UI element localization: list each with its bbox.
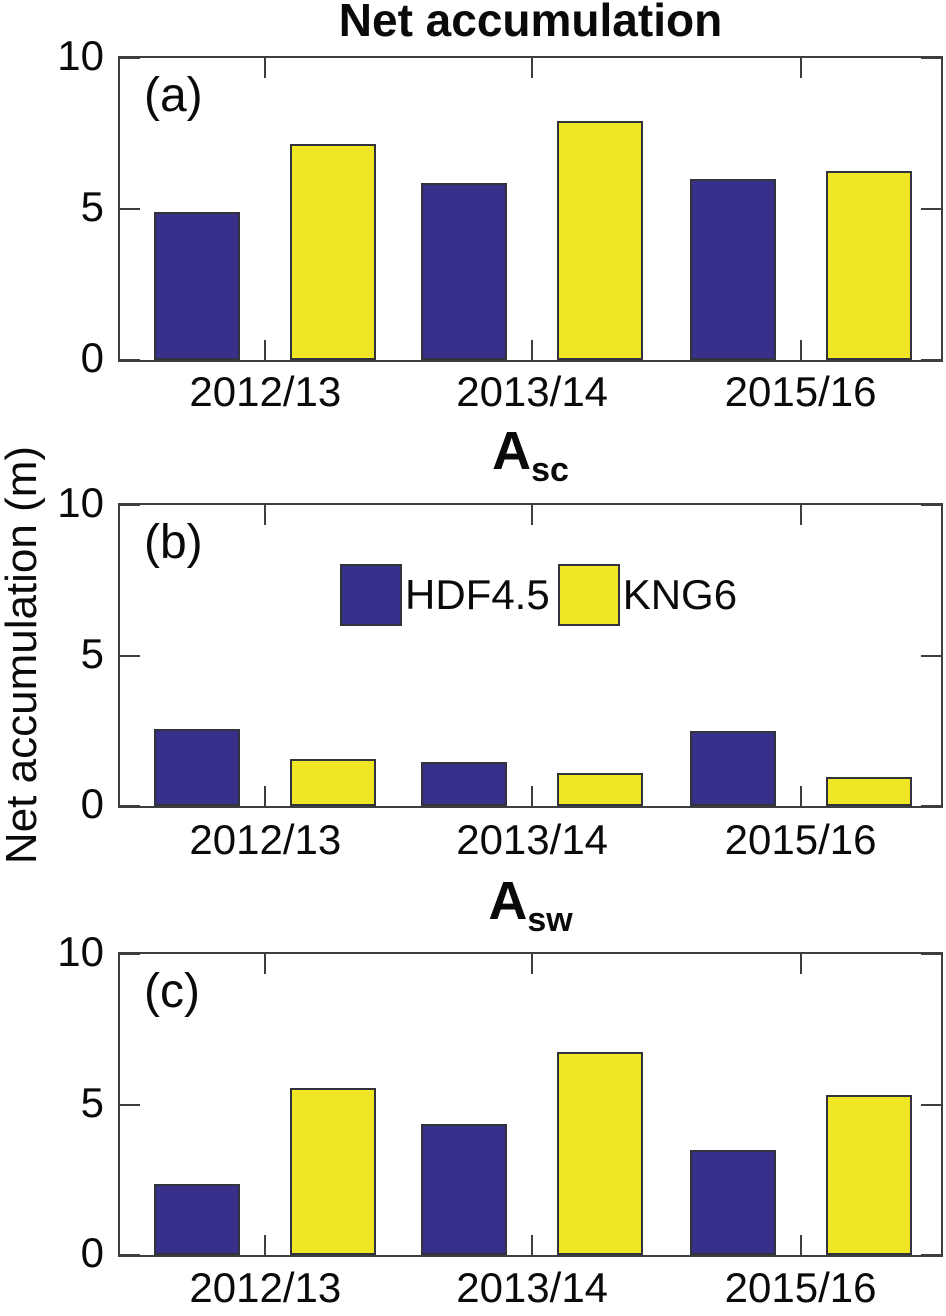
bar-kng6-group2 — [557, 773, 643, 806]
panel-b-title-subscript: sc — [531, 451, 569, 489]
bar-hdf45-group3 — [690, 1150, 776, 1255]
axis-tick-y — [921, 953, 941, 955]
x-tick-label: 2012/13 — [189, 368, 342, 415]
axis-tick-x — [264, 954, 267, 974]
bar-kng6-group3 — [826, 777, 912, 806]
axis-tick-y — [120, 655, 140, 657]
axis-tick-y — [921, 504, 941, 506]
x-tick-label: 2015/16 — [724, 816, 877, 863]
panel-b-title: Asc — [118, 420, 943, 501]
bar-kng6-group2 — [557, 1052, 643, 1255]
axis-tick-x — [799, 58, 802, 78]
axis-tick-y — [120, 208, 140, 210]
panel-c-title-base: A — [488, 871, 528, 931]
bar-kng6-group2 — [557, 121, 643, 360]
y-tick-label: 5 — [80, 1079, 104, 1126]
bar-hdf45-group1 — [154, 1184, 240, 1255]
axis-tick-y — [120, 1254, 140, 1256]
bar-hdf45-group3 — [690, 731, 776, 806]
y-tick-label: 5 — [80, 183, 104, 230]
axis-tick-x — [799, 786, 802, 806]
bar-hdf45-group2 — [421, 762, 507, 806]
axis-tick-x — [799, 340, 802, 360]
panel-c-title: Asw — [118, 870, 943, 951]
panel-letter-a: (a) — [144, 69, 203, 122]
axis-tick-x — [264, 1235, 267, 1255]
axis-tick-x — [264, 505, 267, 525]
x-tick-label: 2012/13 — [189, 816, 342, 863]
plot-panel-c: (c) — [118, 952, 943, 1257]
x-tick-label: 2013/14 — [456, 368, 609, 415]
axis-tick-y — [120, 953, 140, 955]
axis-tick-y — [120, 805, 140, 807]
bar-kng6-group1 — [290, 759, 376, 806]
y-tick-label: 0 — [80, 1229, 104, 1276]
bar-hdf45-group3 — [690, 179, 776, 360]
axis-tick-x — [531, 954, 534, 974]
y-tick-label: 10 — [57, 928, 104, 975]
bar-hdf45-group1 — [154, 212, 240, 360]
plot-panel-b: (b) — [118, 503, 943, 808]
axis-tick-y — [921, 805, 941, 807]
axis-tick-x — [799, 505, 802, 525]
axis-tick-y — [120, 1104, 140, 1106]
axis-tick-y — [921, 359, 941, 361]
axis-tick-y — [120, 359, 140, 361]
panel-c-title-subscript: sw — [527, 901, 573, 939]
y-tick-label: 10 — [57, 32, 104, 79]
bar-kng6-group3 — [826, 1095, 912, 1255]
bar-kng6-group1 — [290, 144, 376, 360]
axis-tick-y — [921, 57, 941, 59]
bar-hdf45-group2 — [421, 1124, 507, 1255]
axis-tick-x — [531, 58, 534, 78]
y-tick-label: 0 — [80, 334, 104, 381]
y-tick-label: 0 — [80, 780, 104, 827]
x-tick-label: 2015/16 — [724, 1264, 877, 1311]
axis-tick-x — [264, 786, 267, 806]
axis-tick-y — [120, 57, 140, 59]
axis-tick-y — [921, 655, 941, 657]
axis-tick-x — [799, 1235, 802, 1255]
axis-tick-x — [799, 954, 802, 974]
axis-tick-x — [531, 340, 534, 360]
axis-tick-y — [921, 1254, 941, 1256]
axis-tick-y — [120, 504, 140, 506]
bar-kng6-group1 — [290, 1088, 376, 1255]
panel-b-title-base: A — [492, 421, 532, 481]
axis-tick-x — [531, 1235, 534, 1255]
panel-a-title-text: Net accumulation — [338, 0, 723, 46]
bar-hdf45-group2 — [421, 183, 507, 360]
y-tick-label: 5 — [80, 630, 104, 677]
y-tick-label: 10 — [57, 479, 104, 526]
x-tick-label: 2013/14 — [456, 816, 609, 863]
bar-kng6-group3 — [826, 171, 912, 360]
axis-tick-y — [921, 208, 941, 210]
panel-letter-c: (c) — [144, 965, 200, 1018]
legend-label-hdf45: HDF4.5 — [405, 571, 550, 618]
plot-panel-a: (a) — [118, 56, 943, 362]
legend-label-kng6: KNG6 — [622, 571, 738, 618]
x-tick-label: 2015/16 — [724, 368, 877, 415]
legend-swatch-hdf45 — [340, 564, 402, 626]
legend: HDF4.5 KNG6 — [340, 562, 745, 628]
x-tick-label: 2012/13 — [189, 1264, 342, 1311]
axis-tick-x — [531, 505, 534, 525]
axis-tick-x — [264, 58, 267, 78]
panel-a-title: Net accumulation — [118, 0, 943, 46]
x-tick-label: 2013/14 — [456, 1264, 609, 1311]
axis-tick-x — [531, 786, 534, 806]
axis-tick-x — [264, 340, 267, 360]
legend-swatch-kng6 — [557, 564, 620, 626]
axis-tick-y — [921, 1104, 941, 1106]
bar-hdf45-group1 — [154, 729, 240, 806]
panel-letter-b: (b) — [144, 516, 203, 569]
